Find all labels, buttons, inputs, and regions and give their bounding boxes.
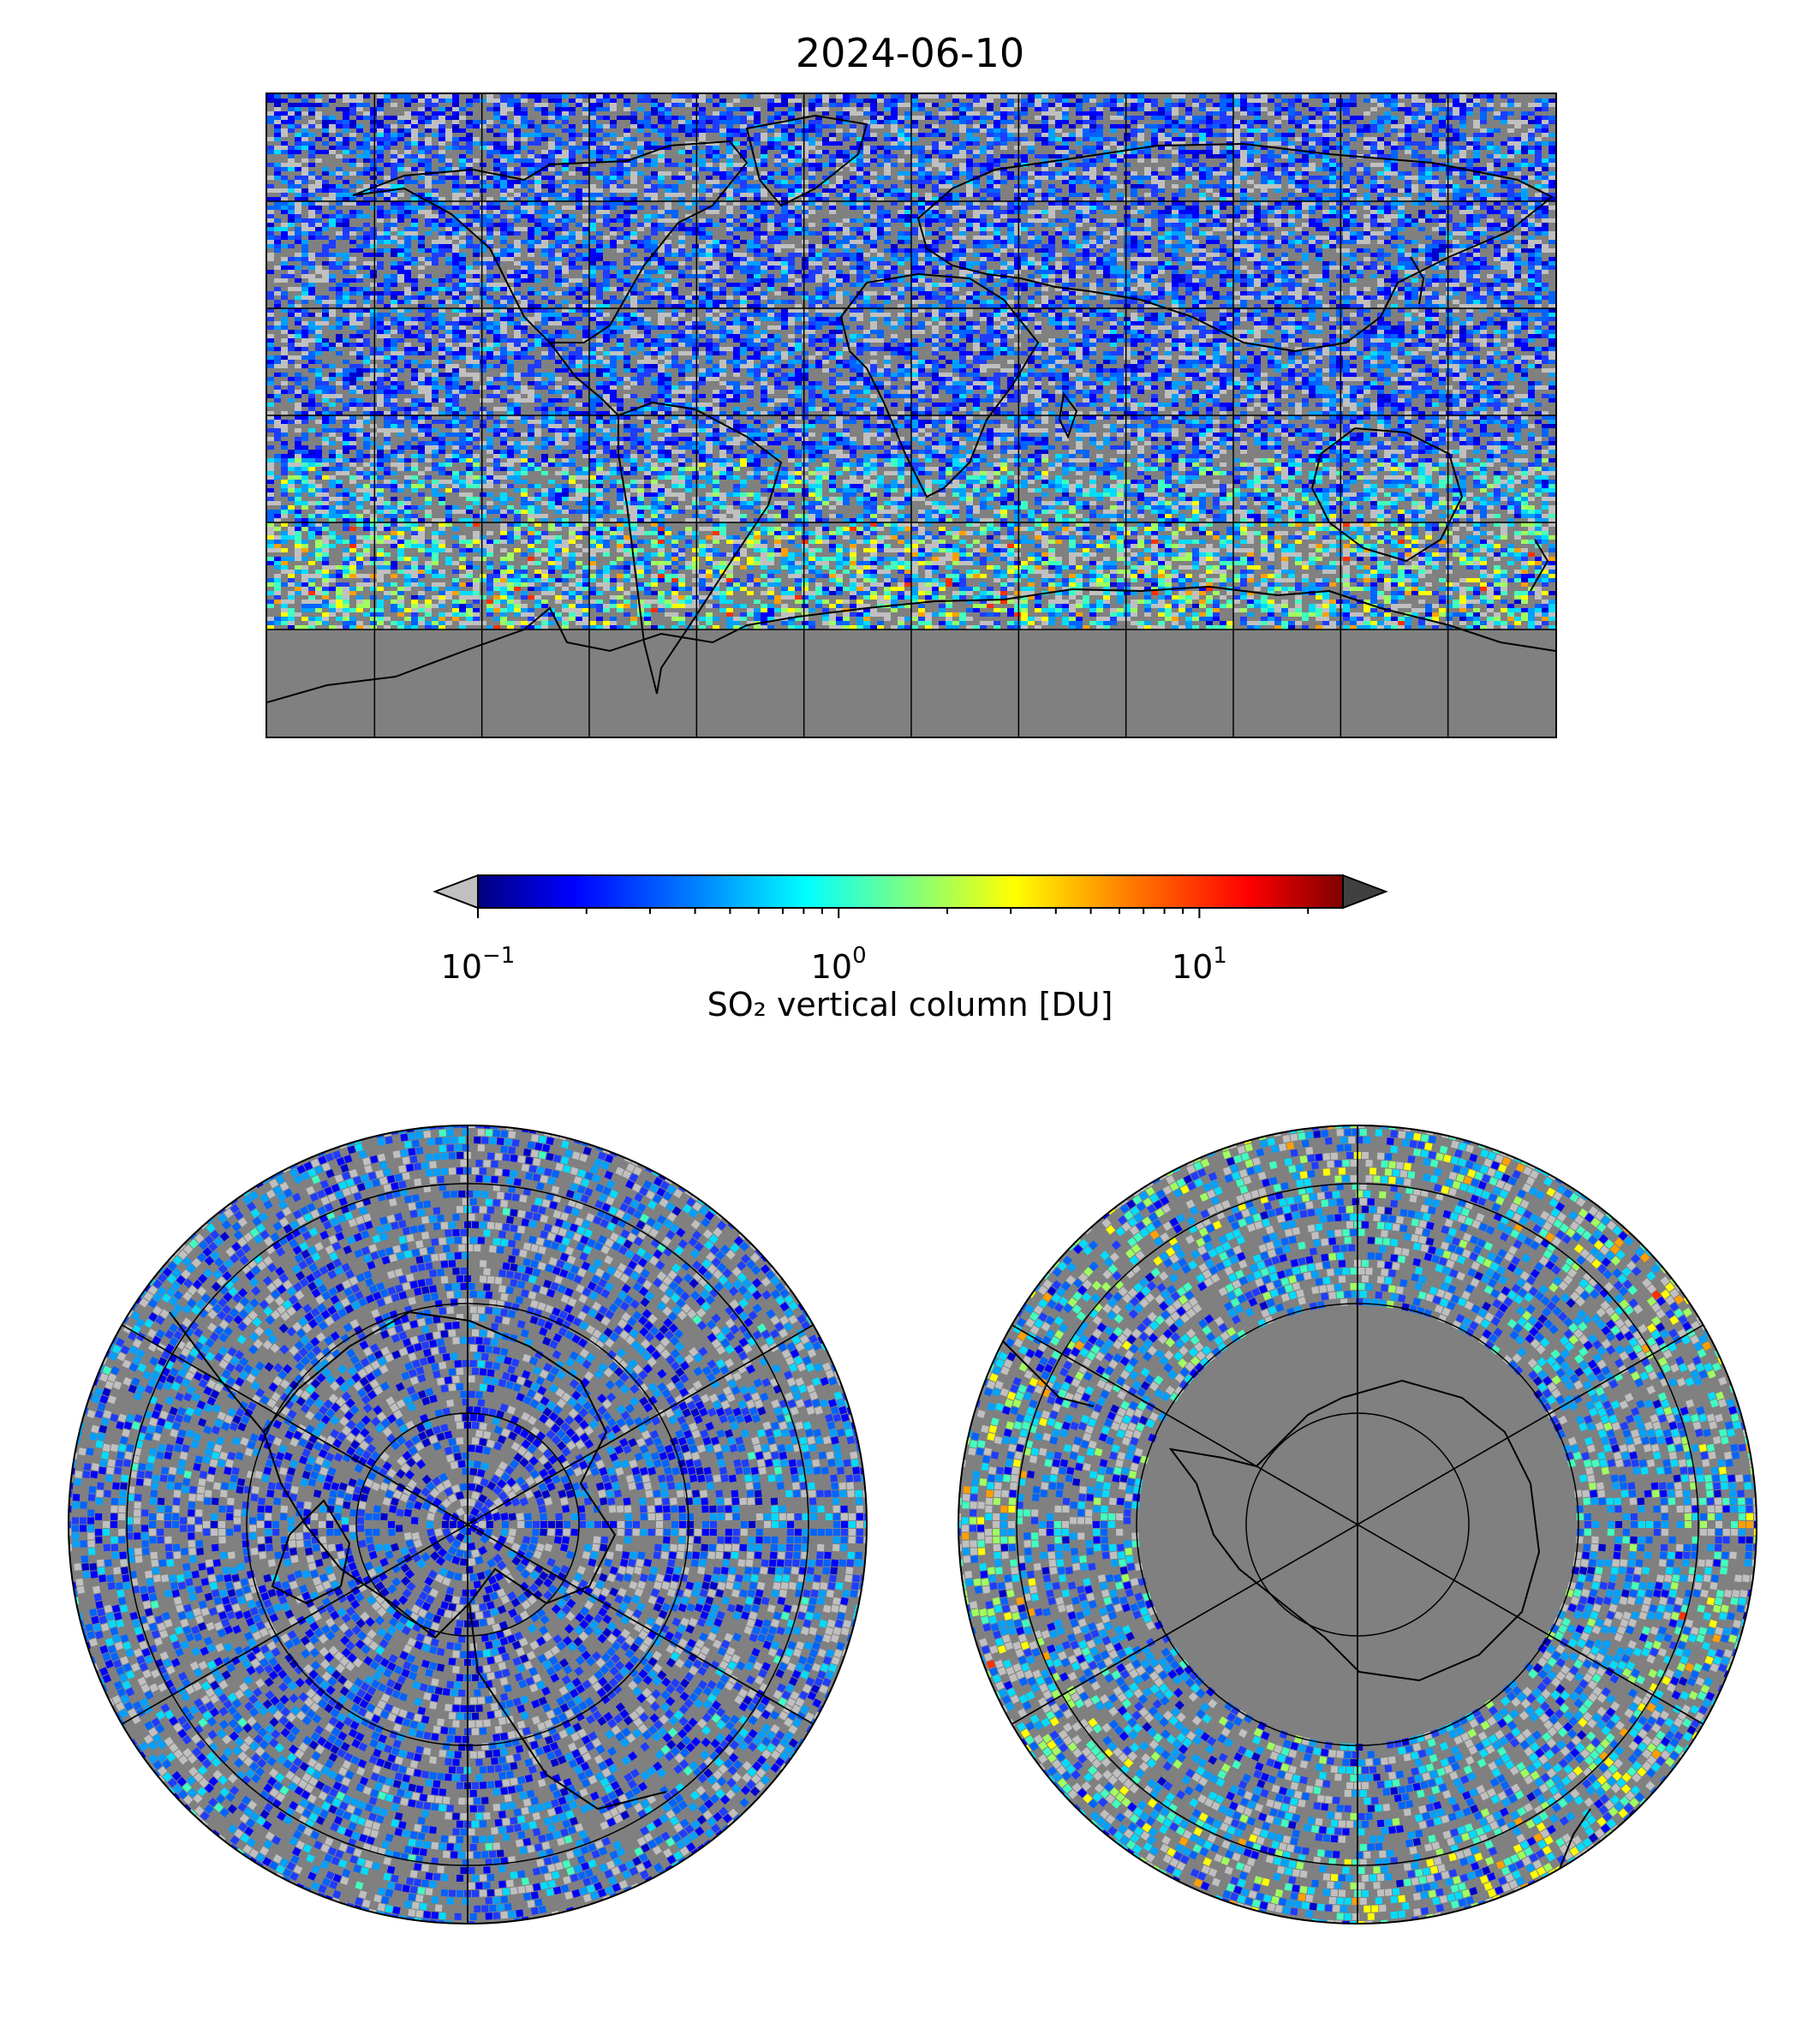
meridian-line — [118, 1322, 468, 1525]
antarctica-coastline — [1168, 1379, 1541, 1682]
south-america-coastline — [618, 401, 783, 695]
coastlines — [990, 1328, 1591, 1878]
meridian-line — [1008, 1524, 1358, 1727]
central-america-coastline — [549, 342, 619, 416]
colorbar-under-extension — [433, 874, 479, 910]
colorbar-gradient — [477, 874, 1344, 909]
graticule — [1008, 1125, 1707, 1924]
australia-coastline — [1310, 427, 1464, 563]
figure-title: 2024-06-10 — [0, 29, 1820, 77]
colorbar-label: SO₂ vertical column [DU] — [0, 985, 1820, 1024]
arctic-coastline — [262, 1310, 617, 1639]
meridian-line — [118, 1524, 468, 1727]
so2-data-layer — [69, 1125, 867, 1924]
colorbar-tick-label: 100 — [811, 937, 867, 986]
eurasia-coastline — [916, 142, 1554, 353]
colorbar-tick-label: 101 — [1172, 937, 1227, 986]
eurasia-coastline — [468, 1602, 667, 1811]
north-polar-map — [67, 1124, 868, 1925]
north-america-coastline — [352, 140, 749, 343]
greenland-coastline — [745, 114, 868, 207]
south-polar-map — [957, 1124, 1758, 1925]
north-america-coastline — [169, 1311, 265, 1433]
meridian-line — [1357, 1524, 1707, 1727]
south-america-coastline — [1555, 1808, 1591, 1878]
antarctica-coastline — [267, 585, 1555, 703]
colorbar-over-extension — [1342, 874, 1388, 910]
meridian-line — [467, 1524, 817, 1727]
meridian-line — [1008, 1322, 1358, 1525]
meridian-line — [467, 1322, 817, 1525]
australia-coastline — [990, 1328, 1095, 1407]
meridian-line — [1357, 1322, 1707, 1525]
so2-data-layer — [267, 94, 1555, 630]
coastlines — [169, 1310, 667, 1811]
graticule — [118, 1125, 817, 1924]
so2-data-layer — [958, 1125, 1757, 1924]
africa-coastline — [839, 272, 1040, 498]
madagascar-coastline — [1058, 391, 1078, 439]
coastlines — [267, 114, 1555, 703]
global-map — [266, 92, 1557, 738]
colorbar — [433, 874, 1388, 918]
map-boundary — [68, 1125, 868, 1925]
new-zealand-coastline — [1530, 539, 1549, 592]
colorbar-ticks — [477, 908, 1310, 918]
greenland-coastline — [271, 1499, 351, 1605]
graticule — [267, 94, 1555, 737]
japan-coastline — [1410, 256, 1425, 305]
map-boundary — [958, 1125, 1757, 1925]
colorbar-tick-label: 10−1 — [441, 937, 516, 986]
